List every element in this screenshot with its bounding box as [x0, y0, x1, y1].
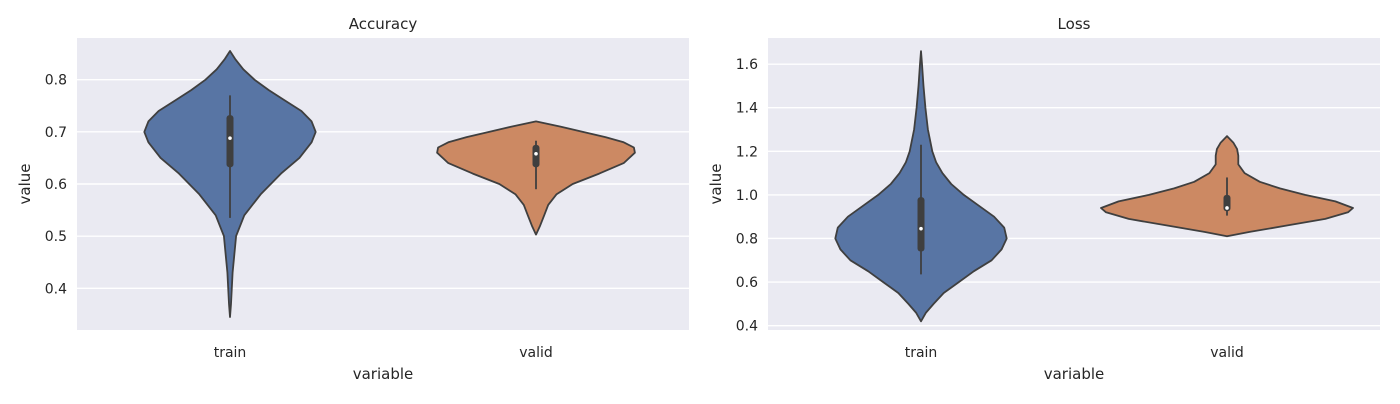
panel-accuracy: 0.4 0.5 0.6 0.7 0.8 train valid Accuracy var… [16, 15, 689, 383]
y-tick-label: 0.6 [736, 275, 758, 291]
y-tick-labels: 0.4 0.6 0.8 1.0 1.2 1.4 1.6 [736, 57, 758, 334]
x-tick-label: valid [1210, 345, 1244, 361]
chart-title: Accuracy [349, 15, 418, 33]
y-tick-label: 0.8 [736, 231, 758, 247]
y-tick-label: 0.6 [45, 177, 67, 193]
y-axis-label: value [16, 164, 34, 205]
violin-median-point [534, 151, 538, 156]
y-tick-label: 0.7 [45, 125, 67, 141]
x-tick-label: train [214, 345, 247, 361]
violin-group [834, 50, 1354, 323]
x-tick-label: train [905, 345, 938, 361]
violin-median-point [228, 136, 232, 140]
y-tick-labels: 0.4 0.5 0.6 0.7 0.8 [45, 73, 67, 298]
x-tick-labels: train valid [905, 345, 1244, 361]
panel-loss: 0.4 0.6 0.8 1.0 1.2 1.4 1.6 train valid Loss v… [707, 15, 1380, 383]
violin-median-point [919, 226, 923, 231]
violin-iqr-box [917, 197, 925, 252]
y-tick-label: 1.2 [736, 144, 758, 160]
y-tick-label: 0.4 [736, 319, 758, 335]
violin-iqr-box [532, 144, 540, 168]
y-tick-label: 1.6 [736, 57, 758, 73]
violin-iqr-box [226, 115, 234, 168]
y-tick-label: 1.0 [736, 188, 758, 204]
plot-area [768, 38, 1380, 330]
x-tick-labels: train valid [214, 345, 553, 361]
violin-median-point [1225, 206, 1229, 210]
y-axis-label: value [707, 164, 725, 205]
x-axis-label: variable [1044, 365, 1105, 383]
y-tick-label: 0.5 [45, 229, 67, 245]
y-tick-label: 0.8 [45, 73, 67, 89]
violin-group [143, 50, 636, 318]
x-tick-label: valid [519, 345, 553, 361]
violin-iqr-box [1223, 194, 1231, 212]
y-tick-label: 0.4 [45, 281, 67, 297]
x-axis-label: variable [353, 365, 414, 383]
chart-title: Loss [1058, 15, 1091, 33]
y-tick-label: 1.4 [736, 101, 758, 117]
